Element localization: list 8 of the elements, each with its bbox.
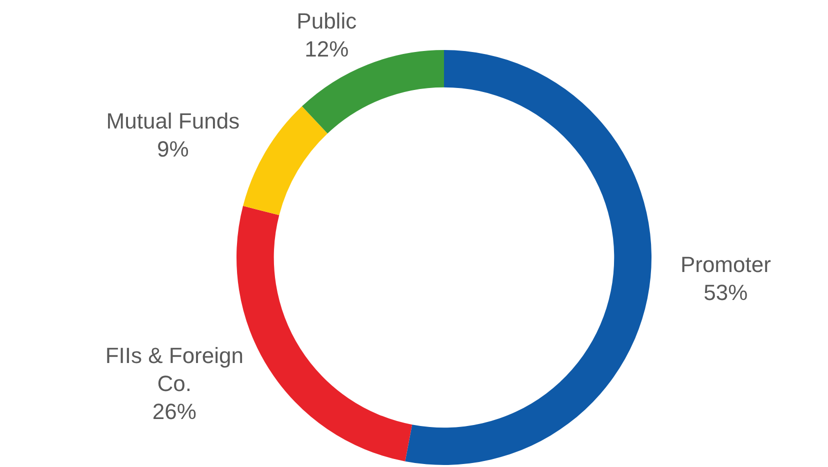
slice-label: Promoter <box>680 252 771 277</box>
data-label: 12% <box>304 36 349 62</box>
slice-label: FIIs & Foreign Co. <box>105 342 244 396</box>
slice-label: Public <box>296 8 357 34</box>
slice-label: Mutual Funds <box>106 108 240 134</box>
data-label: 53% <box>704 280 748 305</box>
data-label: 9% <box>157 136 189 162</box>
data-label: 26% <box>152 398 196 424</box>
